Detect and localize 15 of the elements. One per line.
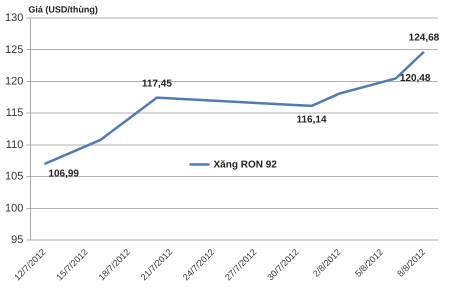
data-label: 120,48 [400,73,431,84]
data-label: 106,99 [48,168,80,180]
y-tick-label: 125 [4,44,24,56]
y-axis-title: Giá (USD/thùng) [28,4,98,14]
y-tick-label: 130 [4,12,24,24]
y-tick-label: 120 [4,75,24,88]
y-tick-label: 105 [4,170,24,183]
y-tick-label: 110 [6,138,24,151]
y-tick-label: 115 [6,107,24,120]
data-label: 117,45 [142,78,172,90]
y-tick-label: 95 [11,234,24,246]
data-label: 124,68 [408,32,440,44]
y-tick-label: 100 [4,202,24,214]
data-label: 116,14 [296,114,327,126]
legend-label: Xăng RON 92 [214,159,278,170]
